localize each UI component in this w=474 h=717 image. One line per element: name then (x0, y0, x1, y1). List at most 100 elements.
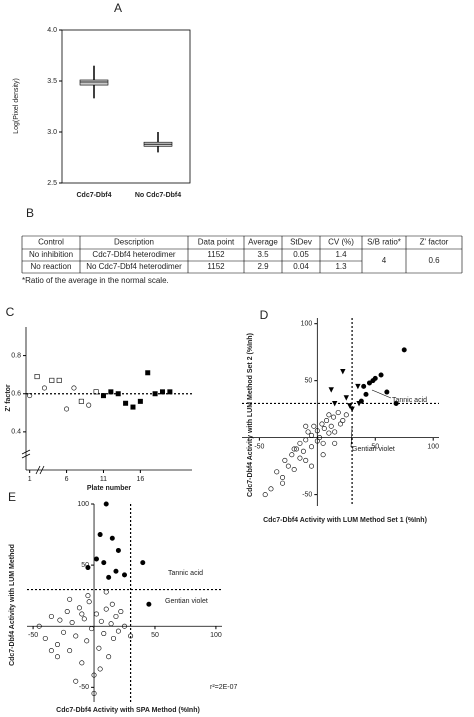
point (328, 423, 334, 429)
box (79, 79, 109, 86)
table-cell: 0.6 (428, 256, 440, 265)
point (314, 428, 320, 434)
point (268, 486, 274, 492)
y-tick-label: -50 (302, 491, 312, 498)
point (69, 620, 75, 626)
table-cell: 1152 (207, 250, 225, 259)
point (109, 601, 115, 607)
point (41, 385, 47, 391)
table-header: Description (114, 238, 154, 247)
point (340, 418, 346, 424)
point (384, 389, 390, 395)
axis-break (21, 449, 45, 475)
point (262, 492, 268, 498)
point (113, 613, 119, 619)
x-tick-label: No Cdc7-Dbf4 (135, 192, 181, 199)
point (331, 414, 337, 420)
point (91, 690, 97, 696)
point (109, 535, 115, 541)
point (291, 467, 297, 473)
x-tick-label: 6 (65, 476, 69, 483)
table-header: Data point (198, 238, 235, 247)
x-axis-label: Cdc7-Dbf4 Activity with LUM Method Set 1… (263, 517, 427, 524)
x-tick-label: 100 (427, 443, 439, 450)
annotation-arrow (371, 389, 392, 399)
x-tick-label: -50 (254, 443, 264, 450)
point (79, 660, 85, 666)
point (91, 672, 97, 678)
point (128, 633, 134, 639)
point (56, 377, 62, 383)
point (48, 648, 54, 654)
point (96, 645, 102, 651)
point (85, 593, 91, 599)
point (167, 389, 173, 395)
x-axis-label: Plate number (87, 485, 132, 492)
table-cell: 1.3 (335, 262, 347, 271)
point (85, 565, 91, 571)
x-tick-label: 16 (136, 476, 144, 483)
point (401, 347, 407, 353)
point (106, 574, 112, 580)
y-axis-label: Cdc7-Dbf4 Activity with LUM Method Set 2… (247, 333, 254, 497)
point (320, 452, 326, 458)
table-cell: 2.9 (257, 262, 269, 271)
point (76, 605, 82, 611)
point (118, 609, 124, 615)
point (73, 633, 79, 639)
point (293, 446, 299, 452)
point (103, 606, 109, 612)
x-tick-label: Cdc7-Dbf4 (76, 192, 111, 199)
point (140, 560, 146, 566)
point (378, 372, 384, 378)
point (332, 429, 338, 435)
point (64, 609, 70, 615)
annotation: r²=2E-07 (210, 684, 238, 691)
table-header: S/B ratio* (367, 238, 401, 247)
point (86, 402, 92, 408)
point (36, 623, 42, 629)
point (81, 616, 87, 622)
x-tick-label: 100 (210, 632, 222, 639)
point (343, 395, 349, 401)
point (309, 432, 315, 438)
panel-label: E (8, 490, 16, 504)
y-tick-label: 0.4 (11, 429, 21, 436)
point (93, 611, 99, 617)
point (67, 648, 73, 654)
point (297, 440, 303, 446)
point (67, 596, 73, 602)
point (111, 635, 117, 641)
point (358, 398, 364, 404)
point (48, 613, 54, 619)
y-tick-label: -50 (79, 684, 89, 691)
point (54, 654, 60, 660)
point (93, 389, 99, 395)
point (303, 437, 309, 443)
point (108, 389, 114, 395)
point (285, 463, 291, 469)
point (314, 438, 320, 444)
point (97, 532, 103, 538)
y-axis-label: Z' factor (5, 384, 12, 412)
point (320, 440, 326, 446)
point (303, 423, 309, 429)
point (130, 404, 136, 410)
point (73, 678, 79, 684)
point (152, 391, 158, 397)
table-cell: No inhibition (29, 250, 73, 259)
point (309, 444, 315, 450)
point (291, 446, 297, 452)
point (305, 429, 311, 435)
panel-label: B (26, 206, 34, 220)
table-cell: 0.05 (293, 250, 309, 259)
point (300, 448, 306, 454)
panel-label: D (260, 308, 269, 322)
table-header: Average (248, 238, 278, 247)
point (61, 629, 67, 635)
point (113, 568, 119, 574)
x-tick-label: 1 (28, 476, 32, 483)
point (103, 589, 109, 595)
y-tick-label: 50 (305, 378, 313, 385)
point (86, 599, 92, 605)
